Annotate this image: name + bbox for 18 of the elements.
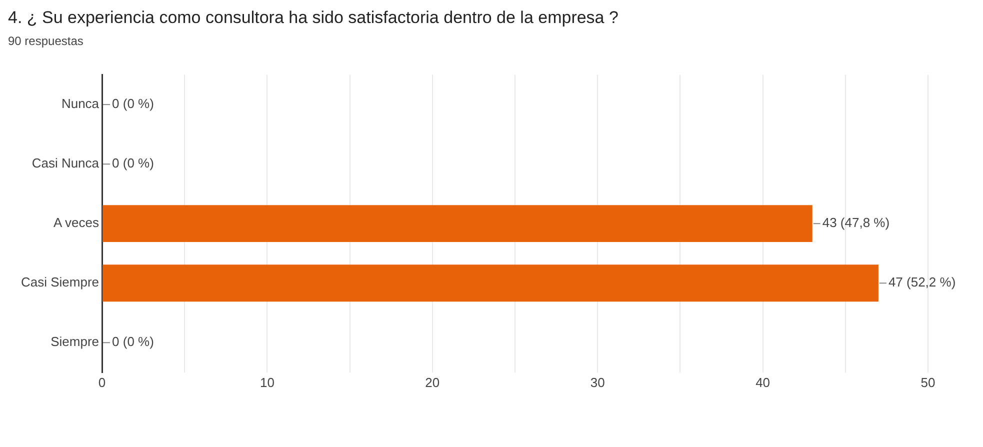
data-label: 43 (47,8 %) [822, 215, 890, 230]
chart-subtitle: 90 respuestas [8, 34, 84, 48]
chart-title: 4. ¿ Su experiencia como consultora ha sido satisfactoria dentro de la empresa ? [8, 8, 620, 28]
y-tick-label: Casi Siempre [20, 274, 100, 290]
x-tick-label: 50 [920, 374, 936, 390]
data-label: 0 (0 %) [112, 334, 154, 350]
x-tick-label: 40 [756, 374, 770, 390]
x-tick-label: 10 [260, 374, 274, 390]
x-tick-label: 0 [98, 374, 106, 390]
y-tick-label: Nunca [61, 96, 100, 112]
y-tick-label: Siempre [50, 334, 100, 350]
data-label: 0 (0 %) [112, 96, 154, 112]
y-tick-label: A veces [53, 215, 100, 230]
y-tick-label: Casi Nunca [32, 156, 100, 171]
x-tick-label: 30 [590, 374, 605, 390]
x-tick-label: 20 [425, 374, 440, 390]
data-label: 47 (52,2 %) [888, 274, 956, 290]
data-label: 0 (0 %) [112, 156, 154, 171]
